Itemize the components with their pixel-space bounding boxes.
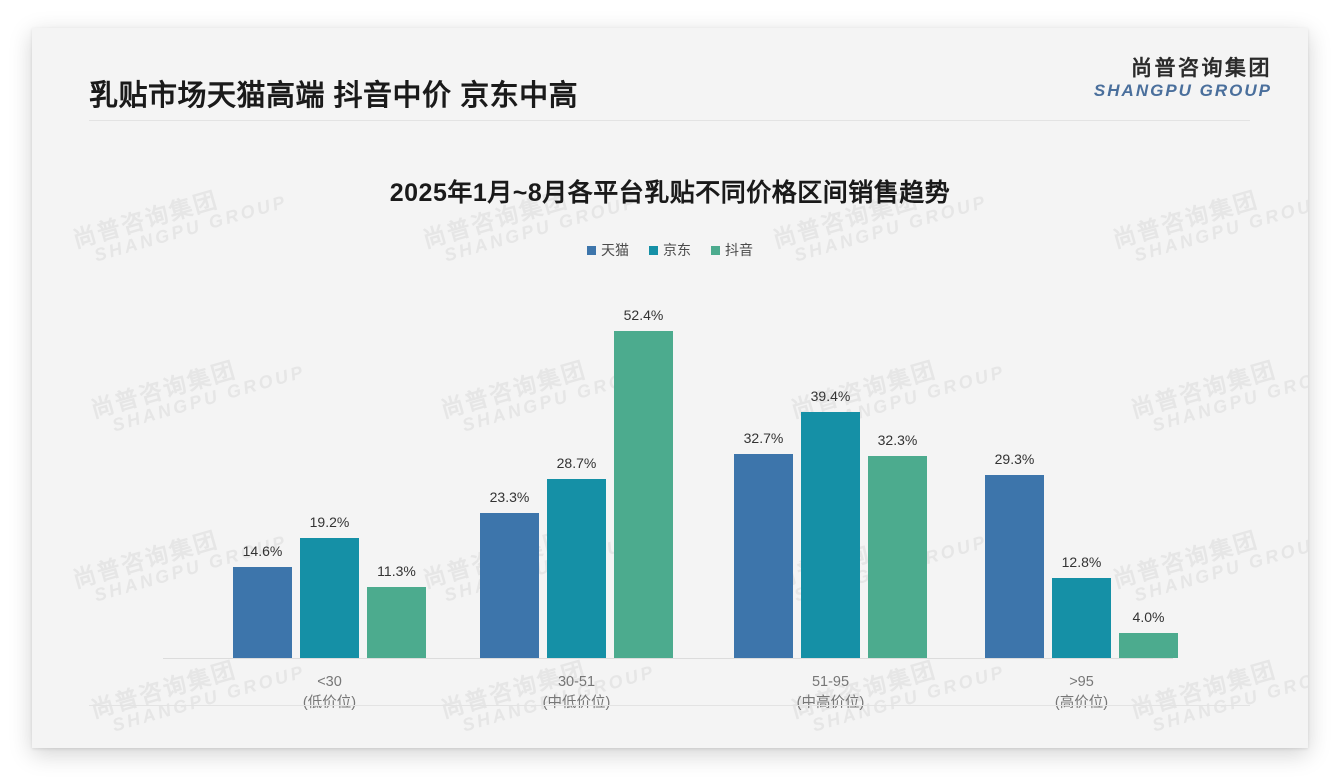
legend-label: 抖音 — [725, 242, 753, 258]
slide-card: 尚普咨询集团 SHANGPU GROUP 尚普咨询集团 SHANGPU GROUP 尚普… — [32, 28, 1308, 748]
footer-divider — [89, 705, 1250, 706]
x-axis-category-label: <30 (低价位) — [220, 672, 440, 714]
bar-京东->95[interactable] — [1052, 578, 1111, 658]
bar-抖音-51-95[interactable] — [868, 456, 927, 658]
x-axis-category-label: >95 (高价位) — [972, 672, 1192, 714]
legend-item-京东[interactable]: 京东 — [649, 240, 691, 260]
bar-value-label: 29.3% — [994, 451, 1035, 468]
x-axis-category-sublabel: (高价位) — [1054, 695, 1109, 712]
x-axis-category-label: 30-51 (中低价位) — [467, 672, 687, 714]
slide-header: 乳贴市场天猫高端 抖音中价 京东中高 尚普咨询集团 SHANGPU GROUP — [32, 28, 1308, 120]
bar-京东-30-51[interactable] — [547, 478, 606, 658]
legend-item-天猫[interactable]: 天猫 — [587, 240, 629, 260]
legend-label: 京东 — [663, 242, 691, 258]
bar-天猫->95[interactable] — [985, 475, 1044, 658]
legend-swatch-icon — [587, 245, 596, 255]
x-axis-category-label: 51-95 (中高价位) — [721, 672, 941, 714]
bar-value-label: 12.8% — [1061, 554, 1102, 571]
bar-天猫-51-95[interactable] — [734, 453, 793, 658]
chart-title: 2025年1月~8月各平台乳贴不同价格区间销售趋势 — [389, 179, 951, 207]
bar-value-label: 52.4% — [623, 307, 664, 324]
footer-copyright: ©2025.10 SHANGPU GROUP — [107, 746, 283, 748]
bar-value-label: 32.3% — [877, 432, 918, 449]
x-axis-category-name: <30 — [317, 674, 342, 690]
bar-value-label: 23.3% — [489, 488, 530, 505]
bar-京东-51-95[interactable] — [801, 412, 860, 658]
legend-swatch-icon — [649, 245, 658, 255]
footer-website: www.shangpu-china.com — [1103, 746, 1248, 748]
bar-value-label: 39.4% — [810, 388, 851, 405]
x-axis-category-name: 51-95 — [811, 674, 850, 690]
x-axis-category-sublabel: (中高价位) — [796, 695, 865, 712]
brand-logo: 尚普咨询集团 SHANGPU GROUP — [1094, 57, 1272, 102]
x-axis-category-name: >95 — [1069, 674, 1094, 690]
bar-value-label: 32.7% — [743, 429, 784, 446]
legend-swatch-icon — [711, 245, 720, 255]
bar-抖音-<30[interactable] — [367, 587, 426, 658]
legend-item-抖音[interactable]: 抖音 — [711, 240, 753, 260]
chart-legend: 天猫 京东 抖音 — [32, 240, 1308, 260]
x-axis-category-sublabel: (中低价位) — [542, 695, 611, 712]
bar-抖音-30-51[interactable] — [614, 331, 673, 658]
legend-label: 天猫 — [601, 242, 629, 258]
page-title: 乳贴市场天猫高端 抖音中价 京东中高 — [89, 80, 579, 112]
bar-value-label: 19.2% — [309, 514, 350, 531]
bar-京东-<30[interactable] — [300, 538, 359, 658]
bar-value-label: 11.3% — [377, 563, 416, 580]
bar-value-label: 4.0% — [1132, 609, 1165, 626]
chart-plot-area: 14.6% 19.2% 11.3% <30 (低价位) 23.3% 28.7% 52.4% 30… — [32, 28, 1308, 748]
brand-name-en: SHANGPU GROUP — [1093, 81, 1272, 101]
header-divider — [89, 120, 1250, 121]
x-axis-category-sublabel: (低价位) — [302, 695, 357, 712]
bar-抖音->95[interactable] — [1119, 633, 1178, 658]
bar-value-label: 28.7% — [556, 454, 597, 471]
x-axis-line — [163, 658, 1173, 659]
bar-天猫-30-51[interactable] — [480, 512, 539, 658]
x-axis-category-name: 30-51 — [557, 674, 596, 690]
bar-天猫-<30[interactable] — [233, 566, 292, 658]
brand-name-cn: 尚普咨询集团 — [1131, 57, 1272, 80]
bar-value-label: 14.6% — [242, 542, 283, 559]
